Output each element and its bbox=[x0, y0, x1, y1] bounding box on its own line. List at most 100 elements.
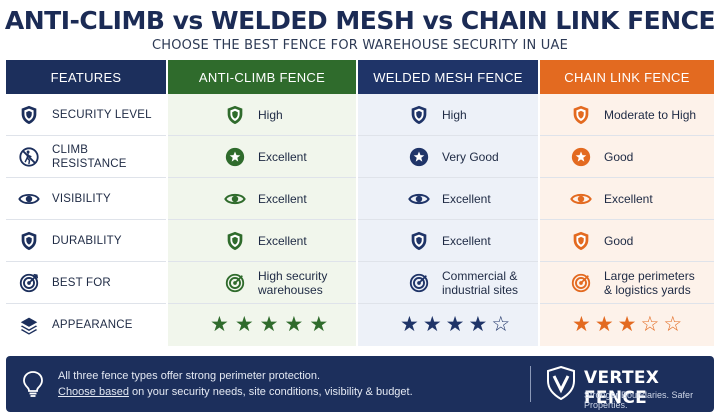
anti-climb-cell: Excellent bbox=[168, 136, 356, 178]
eye-icon bbox=[570, 188, 592, 210]
feature-row-best-for: BEST FOR bbox=[6, 262, 166, 304]
eye-icon bbox=[224, 188, 246, 210]
star-badge-icon bbox=[408, 146, 430, 168]
cell-value: Excellent bbox=[442, 233, 491, 248]
star-filled-icon: ★ bbox=[617, 313, 637, 336]
star-empty-icon: ☆ bbox=[640, 313, 660, 336]
cell-value: Very Good bbox=[442, 149, 499, 164]
chain-best-for-cell: Large perimeters & logistics yards bbox=[540, 262, 714, 304]
chain-visibility-cell: Excellent bbox=[540, 178, 714, 220]
shield-icon bbox=[408, 104, 430, 126]
cell-value: High security warehouses bbox=[258, 268, 328, 297]
anti-visibility-cell: Excellent bbox=[168, 178, 356, 220]
chain-durability-cell: Good bbox=[540, 220, 714, 262]
cell-value: Excellent bbox=[258, 233, 307, 248]
cell-value: Good bbox=[604, 233, 634, 248]
star-filled-icon: ★ bbox=[234, 313, 254, 336]
comparison-table: FEATURES SECURITY LEVEL CLIMB RESISTANCE… bbox=[6, 60, 714, 346]
brand-name: VERTEX FENCE bbox=[584, 368, 660, 408]
anti-security-cell: High bbox=[168, 94, 356, 136]
cell-value: Excellent bbox=[258, 149, 307, 164]
feature-row-appearance: APPEARANCE bbox=[6, 304, 166, 346]
chain-climb-cell: Good bbox=[540, 136, 714, 178]
star-rating: ★ ★ ★ ★ ☆ bbox=[400, 314, 510, 336]
feature-row-visibility: VISIBILITY bbox=[6, 178, 166, 220]
cell-value: Excellent bbox=[258, 191, 307, 206]
star-filled-icon: ★ bbox=[400, 313, 419, 336]
target-icon bbox=[408, 272, 430, 294]
star-empty-icon: ☆ bbox=[663, 313, 683, 336]
brand-tagline: Stronger Boundaries. Safer Properties. bbox=[584, 390, 694, 410]
anti-climb-header: ANTI-CLIMB FENCE bbox=[168, 60, 356, 94]
shield-icon bbox=[18, 230, 40, 252]
welded-durability-cell: Excellent bbox=[358, 220, 538, 262]
cell-value: High bbox=[442, 107, 467, 122]
lightbulb-icon bbox=[20, 370, 46, 398]
shield-icon bbox=[18, 104, 40, 126]
target-icon bbox=[18, 272, 40, 294]
eye-icon bbox=[18, 188, 40, 210]
cell-value: Good bbox=[604, 149, 634, 164]
footer-line-2-rest: on your security needs, site conditions,… bbox=[128, 386, 413, 398]
cell-value: Large perimeters & logistics yards bbox=[604, 268, 695, 297]
anti-appearance-cell: ★ ★ ★ ★ ★ bbox=[168, 304, 356, 346]
footer-line-1: All three fence types offer strong perim… bbox=[58, 370, 321, 382]
star-empty-icon: ☆ bbox=[491, 313, 511, 336]
feature-label: APPEARANCE bbox=[52, 319, 133, 331]
page-title: ANTI-CLIMB vs WELDED MESH vs CHAIN LINK … bbox=[4, 6, 716, 35]
no-climbing-icon bbox=[18, 146, 40, 168]
star-rating: ★ ★ ★ ☆ ☆ bbox=[572, 314, 682, 336]
star-filled-icon: ★ bbox=[468, 313, 488, 336]
chain-link-header: CHAIN LINK FENCE bbox=[540, 60, 714, 94]
feature-label: SECURITY LEVEL bbox=[52, 108, 152, 121]
star-filled-icon: ★ bbox=[445, 313, 465, 336]
star-rating: ★ ★ ★ ★ ★ bbox=[210, 314, 328, 336]
features-column: FEATURES SECURITY LEVEL CLIMB RESISTANCE… bbox=[6, 60, 166, 346]
star-filled-icon: ★ bbox=[594, 313, 614, 336]
shield-icon bbox=[224, 104, 246, 126]
star-filled-icon: ★ bbox=[422, 313, 442, 336]
vertex-shield-logo-icon bbox=[546, 365, 576, 401]
chain-security-cell: Moderate to High bbox=[540, 94, 714, 136]
shield-icon bbox=[408, 230, 430, 252]
feature-row-durability: DURABILITY bbox=[6, 220, 166, 262]
welded-appearance-cell: ★ ★ ★ ★ ☆ bbox=[358, 304, 538, 346]
feature-label: VISIBILITY bbox=[52, 192, 111, 205]
welded-mesh-column: WELDED MESH FENCE High Very Good Excelle… bbox=[358, 60, 538, 346]
welded-security-cell: High bbox=[358, 94, 538, 136]
shield-icon bbox=[570, 230, 592, 252]
feature-row-climb: CLIMB RESISTANCE bbox=[6, 136, 166, 178]
anti-climb-column: ANTI-CLIMB FENCE High Excellent Excellen… bbox=[168, 60, 356, 346]
feature-label: BEST FOR bbox=[52, 276, 111, 289]
cell-value: Excellent bbox=[604, 191, 653, 206]
page-subtitle: CHOOSE THE BEST FENCE FOR WAREHOUSE SECU… bbox=[151, 38, 568, 53]
star-filled-icon: ★ bbox=[259, 313, 279, 336]
footer-banner: All three fence types offer strong perim… bbox=[6, 356, 714, 412]
star-badge-icon bbox=[570, 146, 592, 168]
cell-value: High bbox=[258, 107, 283, 122]
footer-underlined-text: Choose based bbox=[58, 386, 129, 398]
feature-label: DURABILITY bbox=[52, 234, 122, 247]
chain-appearance-cell: ★ ★ ★ ☆ ☆ bbox=[540, 304, 714, 346]
welded-best-for-cell: Commercial & industrial sites bbox=[358, 262, 538, 304]
footer-line-2: Choose based on your security needs, sit… bbox=[58, 386, 413, 398]
welded-mesh-header: WELDED MESH FENCE bbox=[358, 60, 538, 94]
chain-link-column: CHAIN LINK FENCE Moderate to High Good E… bbox=[540, 60, 714, 346]
cell-value: Commercial & industrial sites bbox=[442, 268, 519, 297]
footer-divider bbox=[530, 366, 531, 402]
eye-icon bbox=[408, 188, 430, 210]
star-filled-icon: ★ bbox=[572, 313, 591, 336]
cell-value: Excellent bbox=[442, 191, 491, 206]
cell-value: Moderate to High bbox=[604, 107, 697, 122]
layers-icon bbox=[18, 314, 40, 336]
star-filled-icon: ★ bbox=[210, 313, 229, 336]
target-icon bbox=[570, 272, 592, 294]
anti-durability-cell: Excellent bbox=[168, 220, 356, 262]
welded-visibility-cell: Excellent bbox=[358, 178, 538, 220]
target-icon bbox=[224, 272, 246, 294]
welded-climb-cell: Very Good bbox=[358, 136, 538, 178]
shield-icon bbox=[570, 104, 592, 126]
shield-icon bbox=[224, 230, 246, 252]
star-filled-icon: ★ bbox=[284, 313, 304, 336]
star-badge-icon bbox=[224, 146, 246, 168]
